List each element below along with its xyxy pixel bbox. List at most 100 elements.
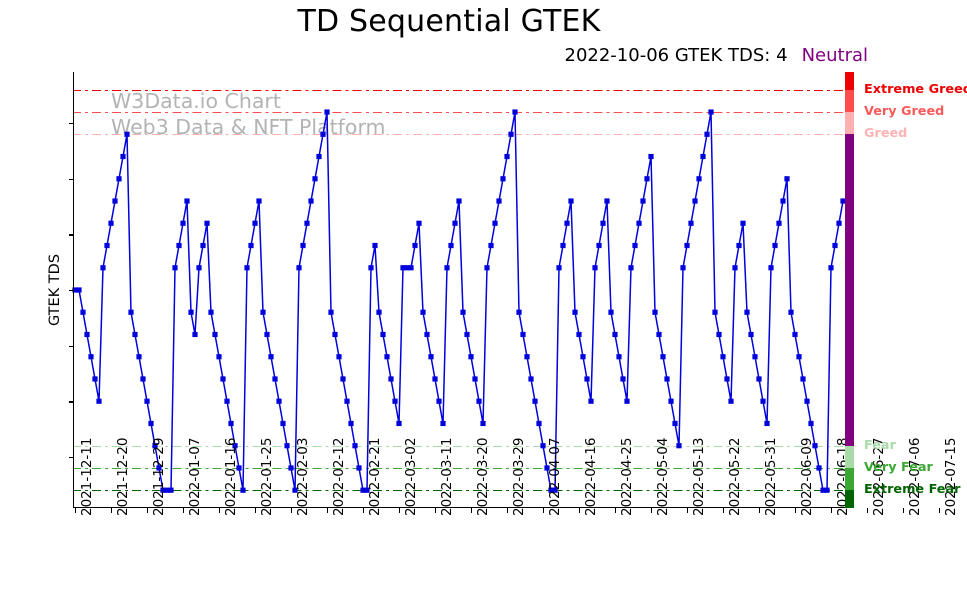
threshold-line [73,112,845,114]
x-tick-mark [75,508,77,513]
x-tick-mark [111,508,113,513]
tds-marker [328,309,334,315]
x-tick-mark [183,508,185,513]
tds-marker [508,131,514,137]
tds-marker [804,398,810,404]
tds-marker [464,331,470,338]
tds-marker [820,487,826,493]
tds-marker [384,354,390,360]
tds-marker [584,376,590,382]
tds-marker [272,376,278,382]
tds-marker [428,354,434,360]
chart-subtitle: 2022-10-06 GTEK TDS: 4 Neutral [0,45,869,67]
tds-marker [704,131,710,137]
tds-marker [440,420,446,427]
tds-marker [680,265,686,271]
x-tick-mark [255,508,257,513]
tds-marker [568,198,574,204]
tds-marker [632,242,638,249]
tds-marker [612,331,618,338]
tds-marker [196,265,202,271]
x-tick-label: 2022-05-13 [690,437,707,516]
sentiment-colorbar [845,72,854,508]
tds-marker [336,354,342,360]
x-tick-mark [363,508,365,513]
tds-marker [776,220,782,226]
tds-marker [696,176,702,182]
x-tick-mark [723,508,725,513]
tds-marker [168,487,174,493]
tds-marker [652,309,658,315]
tds-marker [352,443,358,449]
tds-marker [712,309,718,315]
tds-marker [416,220,422,226]
tds-marker [408,265,414,271]
zone-label: Greed [864,126,908,142]
tds-marker [780,198,786,204]
tds-marker [748,331,754,338]
tds-marker [528,376,534,382]
tds-marker [640,198,646,204]
y-tick-mark [68,345,73,347]
tds-marker [720,354,726,360]
tds-marker [740,220,746,226]
tds-marker [292,487,298,493]
tds-marker [560,242,566,249]
tds-series [72,109,846,493]
x-tick-label: 2022-03-02 [402,437,419,516]
tds-marker [460,309,466,315]
tds-marker [252,220,258,226]
tds-marker [88,354,94,360]
colorbar-band [845,89,854,113]
tds-marker [148,420,154,427]
zone-label: Extreme Greed [864,81,967,97]
tds-marker [172,265,178,271]
tds-marker [164,487,170,493]
tds-marker [108,220,114,226]
colorbar-band [845,445,854,468]
x-tick-mark [795,508,797,513]
tds-marker [532,398,538,404]
tds-marker [320,131,326,137]
y-tick-mark [68,234,73,236]
tds-line [75,111,844,491]
tds-marker [324,109,330,115]
tds-marker [648,153,654,160]
tds-marker [684,242,690,249]
x-tick-mark [507,508,509,513]
tds-marker [224,398,230,404]
tds-marker [248,242,254,249]
x-tick-mark [399,508,401,513]
x-tick-label: 2021-12-29 [150,437,167,516]
tds-marker [76,287,82,293]
tds-marker [260,309,266,315]
threshold-line [73,490,845,492]
y-tick-mark [68,401,73,403]
x-tick-label: 2022-04-25 [618,437,635,516]
tds-marker [136,354,142,360]
tds-marker [316,153,322,160]
tds-marker [600,220,606,226]
x-tick-label: 2022-05-31 [762,437,779,516]
tds-marker [516,309,522,315]
page-title: TD Sequential GTEK [297,4,601,39]
tds-marker [220,376,226,382]
tds-marker [756,376,762,382]
x-tick-label: 2022-03-11 [438,437,455,516]
tds-marker [644,176,650,182]
tds-marker [300,242,306,249]
x-tick-label: 2021-12-20 [114,437,131,516]
y-tick-mark [68,123,73,125]
tds-marker [800,376,806,382]
threshold-line [73,134,845,136]
tds-marker [388,376,394,382]
tds-marker [404,265,410,271]
tds-marker [724,376,730,382]
tds-marker [376,309,382,315]
x-tick-label: 2022-05-04 [654,437,671,516]
tds-marker [232,443,238,449]
tds-marker [212,331,218,338]
x-tick-mark [291,508,293,513]
tds-marker [548,487,554,493]
tds-marker [368,265,374,271]
